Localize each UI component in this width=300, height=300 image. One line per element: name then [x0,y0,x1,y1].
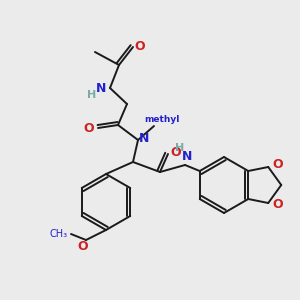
Text: O: O [272,158,283,172]
Text: O: O [84,122,94,136]
Text: O: O [78,241,88,254]
Text: O: O [171,146,181,160]
Text: N: N [139,131,149,145]
Text: H: H [87,90,97,100]
Text: H: H [176,143,184,153]
Text: CH₃: CH₃ [50,229,68,239]
Text: O: O [135,40,145,52]
Text: methyl: methyl [144,116,180,124]
Text: N: N [96,82,106,95]
Text: O: O [272,199,283,212]
Text: N: N [182,149,192,163]
